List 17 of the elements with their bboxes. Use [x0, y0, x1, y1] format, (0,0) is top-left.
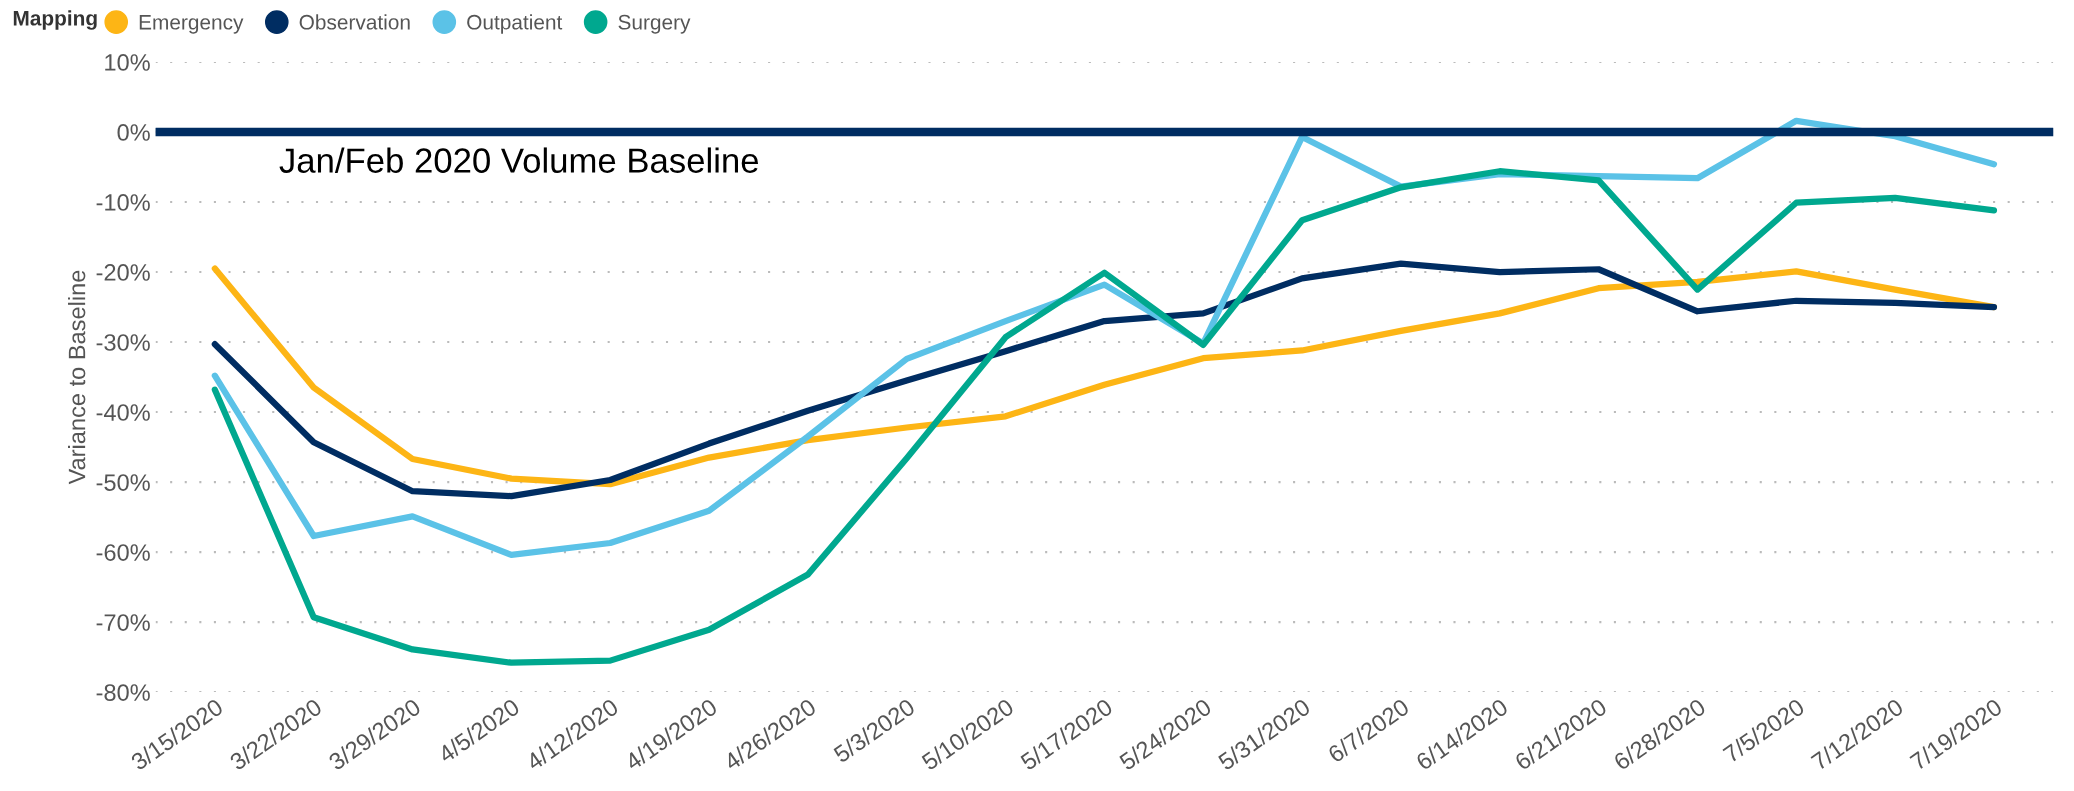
legend-label: Surgery	[618, 14, 691, 34]
y-axis-title: Variance to Baseline	[68, 270, 86, 485]
y-tick-label: -30%	[96, 334, 150, 351]
y-tick-label: -50%	[96, 474, 150, 491]
y-tick-label: 0%	[117, 124, 150, 141]
y-tick-label: 10%	[105, 54, 150, 71]
legend-label: Observation	[299, 14, 410, 30]
legend-label: Emergency	[139, 15, 244, 34]
y-tick-label: -80%	[96, 684, 150, 701]
ref-line-label: Jan/Feb 2020 Volume Baseline	[279, 147, 759, 173]
y-tick-label: -10%	[96, 194, 150, 211]
y-tick-label: -20%	[96, 264, 150, 281]
legend-title: Mapping	[13, 10, 97, 30]
y-tick-label: -70%	[96, 614, 150, 631]
y-tick-label: -60%	[96, 544, 150, 561]
legend-label: Outpatient	[467, 14, 563, 34]
y-tick-label: -40%	[96, 404, 150, 421]
